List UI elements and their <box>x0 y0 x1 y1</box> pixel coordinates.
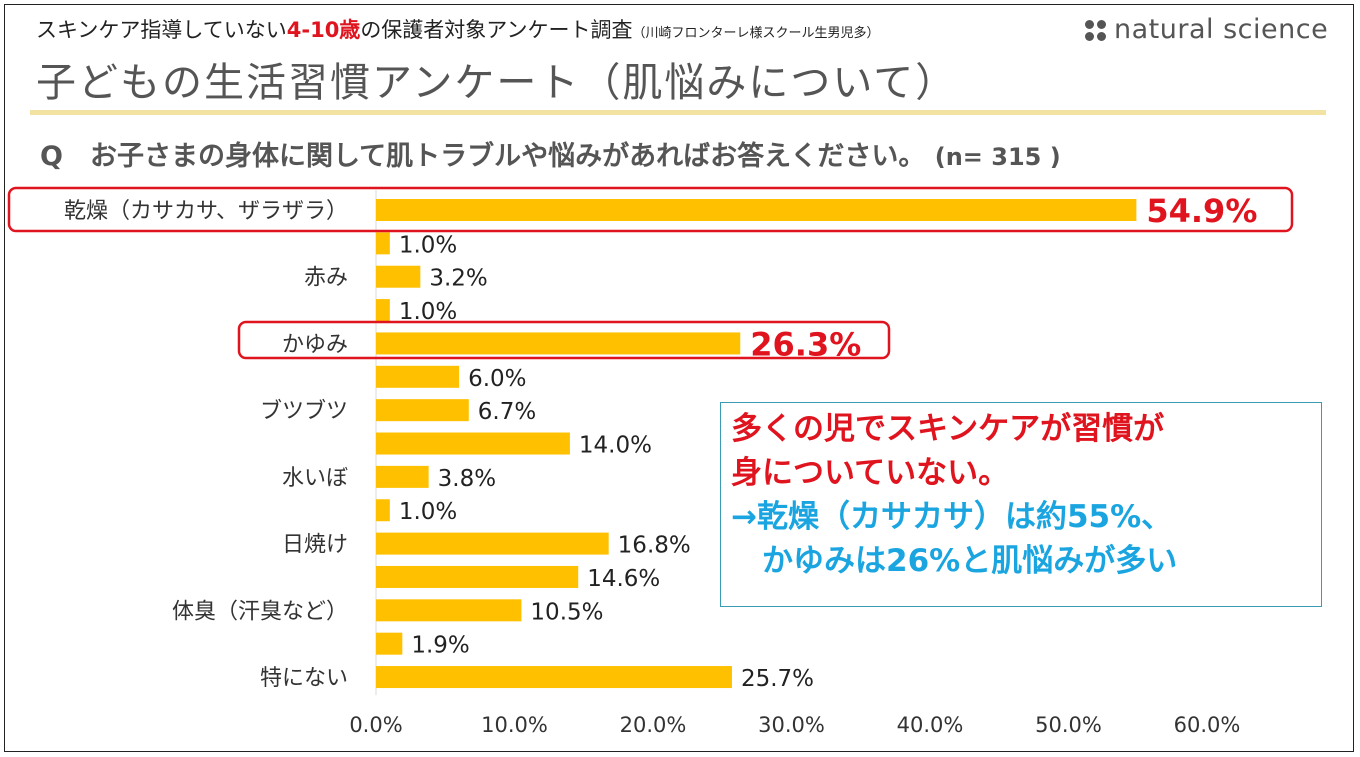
subtitle-pre: スキンケア指導していない <box>36 18 287 42</box>
category-label: かゆみ <box>282 332 348 357</box>
callout-line-1: 多くの児でスキンケアが習慣が <box>731 411 1165 447</box>
category-label: 乾燥（カサカサ、ザラザラ） <box>64 199 348 224</box>
callout-box: 多くの児でスキンケアが習慣が 身についていない。 →乾燥（カサカサ）は約55%、… <box>720 402 1322 607</box>
bar <box>376 365 460 388</box>
bar <box>376 399 469 422</box>
bar <box>376 632 403 655</box>
bar <box>376 666 732 689</box>
x-tick-label: 40.0% <box>897 713 964 737</box>
subtitle-post: の保護者対象アンケート調査 <box>360 18 633 42</box>
callout-line-3: →乾燥（カサカサ）は約55%、 <box>731 499 1173 535</box>
data-label: 6.7% <box>478 399 536 425</box>
bar <box>376 432 570 455</box>
data-label: 6.0% <box>468 366 526 392</box>
bar <box>376 265 421 288</box>
bar <box>376 465 429 488</box>
highlight-box-dryness <box>7 186 1294 233</box>
sample-size: (n= 315 ) <box>934 143 1061 171</box>
category-label: 日焼け <box>282 533 348 558</box>
data-label: 54.9% <box>1146 192 1257 230</box>
highlight-box-itch <box>237 320 891 360</box>
bar <box>376 499 390 522</box>
survey-subtitle: スキンケア指導していない4-10歳の保護者対象アンケート調査（川崎フロンターレ様… <box>36 14 880 44</box>
bar <box>376 232 390 255</box>
data-label: 14.0% <box>579 433 652 459</box>
subtitle-age: 4-10歳 <box>286 18 361 42</box>
data-label: 3.8% <box>438 466 496 492</box>
question-text: Q お子さまの身体に関して肌トラブルや悩みがあればお答えください。 <box>40 141 926 172</box>
category-label: 体臭（汗臭など） <box>172 599 348 624</box>
data-label: 14.6% <box>587 566 660 592</box>
brand-text: natural science <box>1114 14 1329 45</box>
bar <box>376 532 609 555</box>
data-label: 1.9% <box>411 633 469 659</box>
x-tick-label: 50.0% <box>1035 713 1102 737</box>
category-label: 赤み <box>304 266 348 291</box>
category-label: ブツブツ <box>260 399 348 424</box>
x-tick-label: 20.0% <box>620 713 687 737</box>
x-tick-label: 0.0% <box>349 713 402 737</box>
data-label: 1.0% <box>399 299 457 325</box>
data-label: 1.0% <box>399 232 457 258</box>
x-tick-label: 60.0% <box>1174 713 1241 737</box>
page-title: 子どもの生活習慣アンケート（肌悩みについて） <box>36 60 958 106</box>
bar <box>376 332 741 355</box>
category-label: 特にない <box>260 666 348 691</box>
bar <box>376 299 390 322</box>
callout-line-2: 身についていない。 <box>731 455 1010 491</box>
data-label: 16.8% <box>618 533 691 559</box>
data-label: 1.0% <box>399 499 457 525</box>
slide-frame <box>4 4 1354 752</box>
x-tick-label: 10.0% <box>481 713 548 737</box>
title-divider <box>30 110 1326 115</box>
bar <box>376 565 579 588</box>
x-tick-label: 30.0% <box>758 713 825 737</box>
callout-line-4: かゆみは26%と肌悩みが多い <box>731 543 1178 579</box>
brand-logo: natural science <box>1085 14 1328 45</box>
data-label: 25.7% <box>741 666 814 692</box>
dots-icon <box>1085 20 1106 41</box>
question: Q お子さまの身体に関して肌トラブルや悩みがあればお答えください。 (n= 31… <box>40 134 1061 173</box>
bar <box>376 599 522 622</box>
bar <box>376 199 1137 221</box>
data-label: 3.2% <box>429 266 487 292</box>
category-label: 水いぼ <box>282 466 348 491</box>
data-label: 10.5% <box>530 599 603 625</box>
subtitle-note: （川崎フロンターレ様スクール生男児多） <box>632 26 880 41</box>
